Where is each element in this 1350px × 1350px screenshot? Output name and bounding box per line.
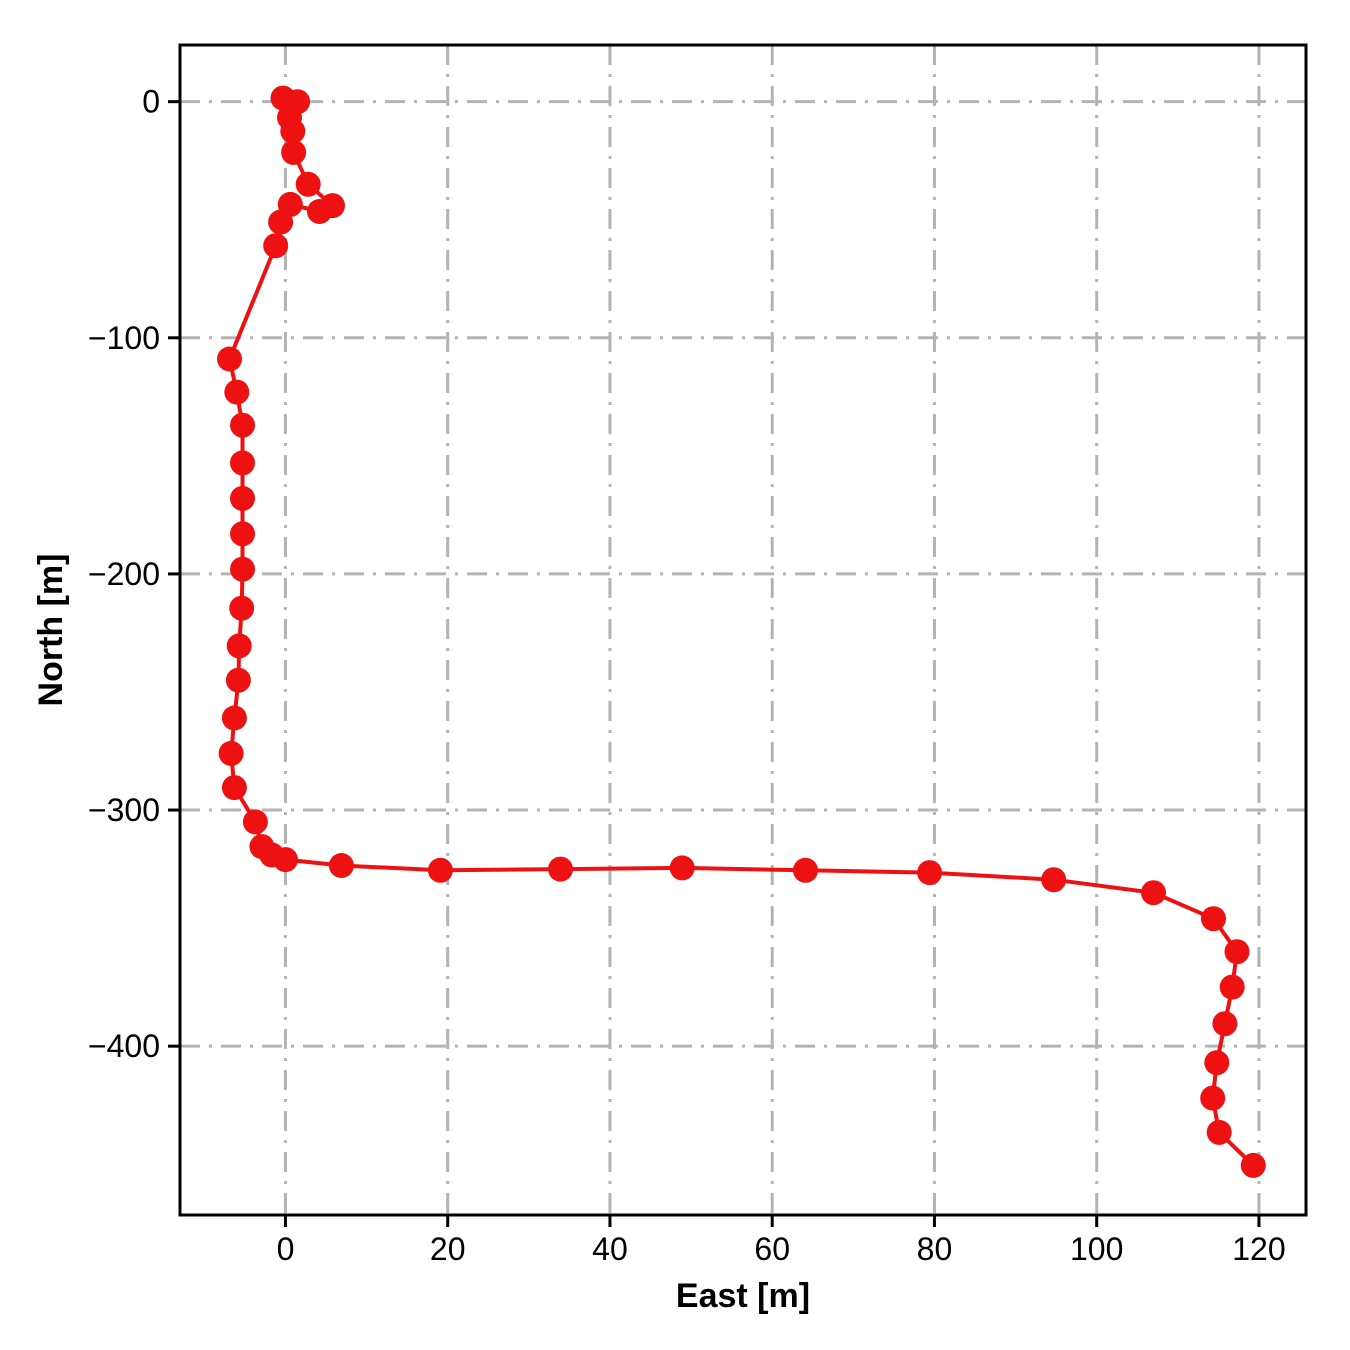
x-tick-label: 100: [1070, 1231, 1123, 1267]
data-point-marker: [793, 857, 818, 883]
data-point-marker: [230, 556, 255, 582]
data-point-marker: [548, 856, 573, 882]
data-point-marker: [669, 855, 695, 881]
trajectory-line: [227, 96, 1256, 1168]
data-point-marker: [280, 118, 306, 144]
x-tick-label: 20: [430, 1231, 466, 1267]
data-point-marker: [1206, 1119, 1232, 1145]
y-tick-label: 0: [142, 84, 160, 120]
trajectory-series: [217, 85, 1266, 1178]
y-axis-label: North [m]: [32, 554, 70, 707]
data-point-marker: [225, 667, 251, 693]
data-point-marker: [295, 171, 321, 197]
x-axis-label: East [m]: [676, 1277, 810, 1315]
data-point-marker: [268, 209, 294, 235]
y-tick-label: −200: [88, 556, 160, 592]
data-point-marker: [1240, 1152, 1266, 1178]
data-point-marker: [230, 521, 255, 547]
grid-layer: [180, 45, 1306, 1215]
x-tick-label: 60: [754, 1231, 790, 1267]
data-point-marker: [217, 346, 242, 372]
data-point-marker: [218, 740, 244, 766]
x-tick-label: 40: [592, 1231, 628, 1267]
data-point-marker: [1200, 1085, 1226, 1111]
data-point-marker: [230, 450, 255, 476]
data-point-marker: [224, 379, 250, 405]
data-point-marker: [221, 705, 247, 731]
data-point-marker: [230, 412, 255, 438]
data-point-marker: [1219, 974, 1245, 1000]
data-point-marker: [242, 809, 268, 835]
data-point-marker: [328, 853, 354, 878]
data-point-marker: [917, 860, 943, 886]
x-tick-label: 120: [1232, 1231, 1285, 1267]
y-tick-label: −400: [88, 1028, 160, 1064]
data-point-marker: [1204, 1050, 1230, 1076]
data-point-marker: [221, 775, 247, 801]
data-point-marker: [1201, 906, 1226, 932]
data-point-marker: [1041, 867, 1067, 893]
data-point-marker: [229, 595, 255, 621]
data-point-marker: [273, 847, 298, 873]
data-point-marker: [281, 139, 307, 165]
plot-frame: [178, 43, 1308, 1217]
y-tick-label: −100: [88, 320, 160, 356]
data-point-marker: [1141, 880, 1166, 906]
tick-layer: 0 20 40 60 80 100 120 0 −100 −200 −300 −400: [88, 84, 1286, 1267]
x-tick-label: 0: [277, 1231, 295, 1267]
data-point-marker: [230, 485, 255, 511]
data-point-marker: [263, 233, 289, 259]
x-tick-label: 80: [917, 1231, 953, 1267]
y-tick-label: −300: [88, 792, 160, 828]
data-point-marker: [1224, 939, 1250, 965]
data-point-marker: [307, 199, 332, 224]
data-point-marker: [1212, 1011, 1238, 1037]
data-point-marker: [226, 633, 252, 659]
data-point-marker: [427, 857, 453, 883]
